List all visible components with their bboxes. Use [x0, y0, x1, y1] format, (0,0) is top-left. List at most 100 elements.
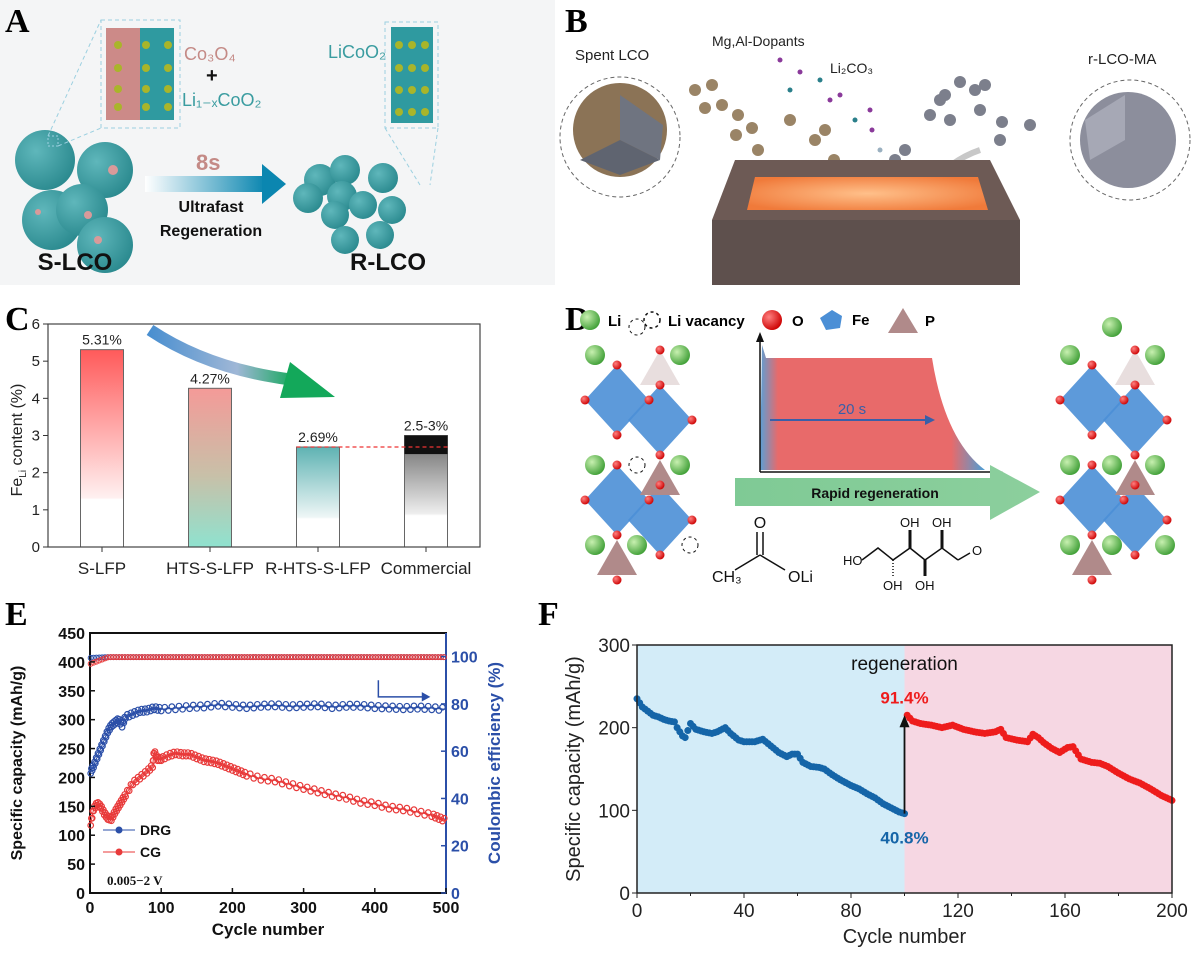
s-lco-label: S-LCO	[38, 249, 113, 276]
p-tetrahedron	[640, 460, 680, 495]
spent-particle	[752, 144, 764, 156]
ce-point-cg-ce	[101, 655, 108, 662]
ce-point-cg-ce	[238, 654, 245, 661]
ce-point-cg-ce	[252, 654, 259, 661]
li-atom-restored	[1102, 317, 1122, 337]
spent-particle	[699, 102, 711, 114]
ce-point-cg-ce	[250, 654, 257, 661]
pulse-duration-label: 20 s	[838, 401, 866, 418]
data-point-drg	[261, 700, 268, 708]
ce-point-cg-ce	[173, 654, 180, 661]
x-tick-label: 80	[840, 901, 861, 922]
data-point-drg	[136, 709, 144, 717]
y-tick-label: 200	[58, 770, 85, 787]
x-tick-label: 100	[148, 900, 175, 917]
data-point-drg	[342, 704, 350, 711]
y-tick-label: 50	[67, 857, 85, 874]
ce-point-cg-ce	[215, 654, 222, 661]
dopant-particle	[817, 77, 823, 83]
x-tick-label: 300	[290, 900, 317, 917]
data-point-cg	[212, 757, 220, 765]
annotation-recovered: 91.4%	[880, 688, 928, 707]
data-point-drg	[282, 700, 290, 708]
ce-point-cg-ce	[341, 654, 348, 661]
legend-li: Li	[608, 313, 621, 330]
spent-particle	[819, 124, 831, 136]
data-point-drg	[296, 700, 304, 708]
arrow-label-line1: Ultrafast	[179, 199, 245, 216]
legend-fe: Fe	[852, 312, 870, 329]
data-point-cg	[296, 781, 304, 789]
data-point-drg	[189, 701, 197, 709]
o-atom	[1130, 380, 1140, 390]
spent-particle	[746, 122, 758, 134]
p-tetrahedron	[1072, 540, 1112, 575]
x-tick-label: 0	[632, 901, 643, 922]
regenerated-particle	[994, 134, 1006, 146]
ce-point-cg-ce	[287, 654, 294, 661]
y-tick-label: 200	[598, 719, 630, 740]
data-point-cg	[433, 812, 441, 819]
data-point-cg	[367, 798, 375, 806]
data-point-drg	[407, 706, 414, 713]
data-point-drg	[157, 707, 165, 715]
data-point-cg	[177, 748, 185, 756]
y2-tick-label: 100	[451, 650, 478, 667]
x-tick-label: 200	[1156, 901, 1188, 922]
regenerated-lco-particles	[293, 155, 406, 254]
data-point-cg	[246, 770, 254, 778]
y2-tick-label: 20	[451, 839, 469, 856]
data-point-drg	[385, 705, 393, 713]
ce-point-cg-ce	[406, 654, 413, 661]
ce-point-cg-ce	[366, 654, 373, 661]
lithium-acetate-structure: O CH₃ OLi	[712, 515, 813, 586]
o-atom	[1087, 360, 1097, 370]
bar-range-band	[404, 435, 448, 455]
panel-letter-c: C	[5, 301, 30, 338]
o-atom	[612, 430, 622, 440]
li-atom	[1060, 535, 1080, 555]
li-vacancy	[628, 318, 646, 336]
data-point-drg	[389, 702, 397, 710]
o-atom	[655, 550, 665, 560]
o-atom	[644, 395, 654, 405]
y-tick-label: 1	[32, 502, 40, 519]
data-point-cg	[382, 801, 389, 809]
data-point-cg	[195, 752, 202, 760]
data-point-drg	[382, 702, 389, 710]
data-point-cg	[440, 814, 448, 822]
fe-octahedron	[1103, 385, 1167, 455]
data-point-cg	[374, 799, 382, 807]
y-tick-label: 0	[619, 884, 630, 905]
data-point-cg	[164, 753, 172, 761]
ce-point-cg-ce	[113, 654, 120, 661]
data-point-cg	[188, 749, 195, 757]
data-point-drg	[200, 704, 208, 712]
y-tick-label: 350	[58, 684, 85, 701]
o-atom	[655, 450, 665, 460]
data-point-drg	[378, 705, 386, 713]
data-point-cg	[205, 755, 213, 763]
spent-lco-zoom-circle	[559, 76, 681, 198]
data-point-drg	[417, 702, 425, 710]
ce-point-cg-ce	[344, 654, 351, 661]
regeneration-arrowhead	[899, 715, 910, 728]
dopant-particle	[777, 57, 783, 63]
y-tick-label: 3	[32, 428, 40, 445]
ce-point-cg-ce	[227, 654, 234, 661]
data-point-drg	[172, 706, 179, 714]
dopant-particle	[869, 127, 875, 133]
phase-li1-xcoo2-label: Li₁₋ₓCoO₂	[182, 90, 262, 110]
o-atom	[1119, 495, 1129, 505]
data-point-cg	[360, 797, 368, 804]
data-point-cg	[168, 752, 176, 760]
ce-point-cg-ce	[281, 654, 288, 661]
data-point-cg	[396, 803, 404, 811]
data-point-cg	[346, 793, 354, 801]
ce-point-cg-ce	[235, 654, 242, 661]
legend-p: P	[925, 313, 935, 330]
data-point-drg	[300, 704, 308, 711]
spent-lco-particles	[15, 130, 133, 273]
ce-point-cg-ce	[232, 654, 239, 661]
